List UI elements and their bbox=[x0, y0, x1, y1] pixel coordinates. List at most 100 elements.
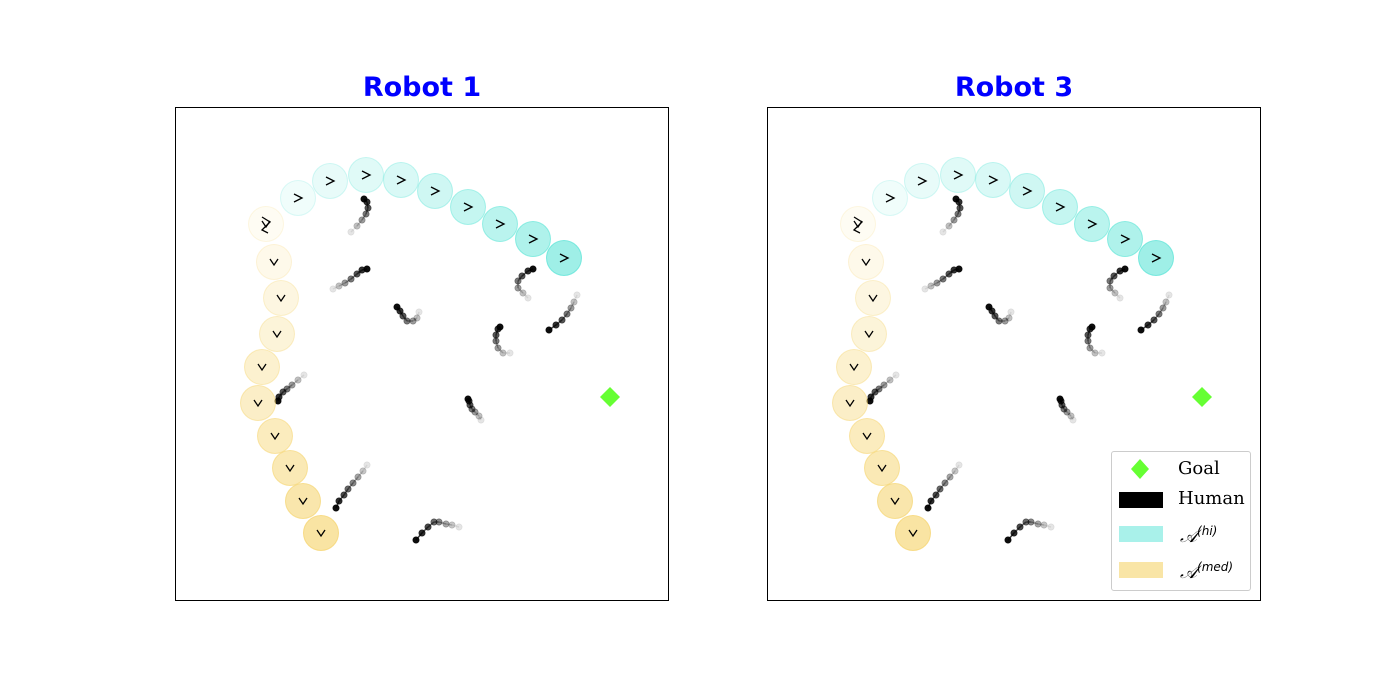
robot-position-a-hi bbox=[1107, 221, 1143, 257]
human-trajectory bbox=[274, 371, 308, 405]
panel-title-robot-3: Robot 3 bbox=[954, 72, 1074, 103]
human-path-segment bbox=[883, 379, 891, 386]
robot-heading-icon bbox=[559, 253, 570, 263]
human-position-marker bbox=[332, 504, 340, 512]
human-position-marker bbox=[1110, 272, 1118, 280]
human-position-marker bbox=[335, 282, 343, 290]
human-position-marker bbox=[359, 467, 367, 475]
robot-position-a-med bbox=[895, 515, 931, 551]
robot-position-a-med bbox=[849, 418, 885, 454]
human-position-marker bbox=[409, 317, 417, 325]
robot-heading-icon bbox=[877, 464, 887, 473]
robot-heading-icon bbox=[260, 216, 272, 234]
robot-position-a-hi bbox=[904, 163, 940, 199]
robot-heading-icon bbox=[845, 399, 855, 408]
human-path-segment bbox=[356, 219, 363, 227]
human-position-marker bbox=[871, 388, 879, 396]
human-position-marker bbox=[1034, 520, 1042, 528]
human-path-segment bbox=[362, 464, 368, 472]
robot-position-a-med bbox=[836, 349, 872, 385]
human-position-marker bbox=[927, 282, 935, 290]
human-path-segment bbox=[944, 476, 951, 484]
human-path-segment bbox=[350, 225, 358, 233]
human-position-marker bbox=[932, 491, 940, 499]
human-trajectory-icon bbox=[1119, 492, 1163, 508]
human-position-marker bbox=[1098, 349, 1106, 357]
human-position-marker bbox=[340, 491, 348, 499]
panel-robot-3 bbox=[767, 107, 1261, 601]
human-position-marker bbox=[1040, 521, 1048, 529]
robot-heading-icon bbox=[862, 432, 872, 441]
robot-position-a-med bbox=[840, 206, 876, 242]
robot-heading-icon bbox=[272, 330, 282, 339]
robot-heading-icon bbox=[852, 216, 864, 234]
human-position-marker bbox=[955, 461, 963, 469]
robot-heading-icon bbox=[270, 432, 280, 441]
robot-heading-icon bbox=[1022, 186, 1033, 196]
human-position-marker bbox=[364, 204, 372, 212]
robot-position-a-med bbox=[248, 206, 284, 242]
human-position-marker bbox=[524, 294, 532, 302]
human-position-marker bbox=[921, 285, 929, 293]
human-path-segment bbox=[438, 521, 447, 525]
robot-position-a-med bbox=[256, 244, 292, 280]
human-path-segment bbox=[1070, 415, 1074, 421]
human-position-marker bbox=[1007, 308, 1015, 316]
human-position-marker bbox=[492, 331, 500, 339]
human-position-marker bbox=[353, 270, 361, 278]
human-position-marker bbox=[349, 479, 357, 487]
human-path-segment bbox=[1043, 524, 1052, 528]
human-position-marker bbox=[558, 316, 566, 324]
human-path-segment bbox=[1030, 521, 1039, 525]
robot-heading-icon bbox=[430, 186, 441, 196]
human-trajectory bbox=[1084, 323, 1106, 357]
robot-position-a-hi bbox=[280, 180, 316, 216]
goal-diamond-icon bbox=[1192, 387, 1212, 407]
legend-item-goal: Goal bbox=[1112, 454, 1250, 484]
human-position-marker bbox=[552, 321, 560, 329]
human-trajectory bbox=[866, 371, 900, 405]
robot-position-a-hi bbox=[1074, 206, 1110, 242]
human-position-marker bbox=[448, 521, 456, 529]
human-position-marker bbox=[279, 388, 287, 396]
robot-position-a-med bbox=[257, 418, 293, 454]
robot-heading-icon bbox=[864, 330, 874, 339]
human-position-marker bbox=[358, 216, 366, 224]
human-position-marker bbox=[442, 520, 450, 528]
robot-heading-icon bbox=[861, 258, 871, 267]
human-position-marker bbox=[477, 416, 485, 424]
human-trajectory bbox=[924, 461, 963, 512]
human-position-marker bbox=[363, 265, 371, 273]
human-path-segment bbox=[1037, 523, 1045, 526]
robot-heading-icon bbox=[316, 529, 326, 538]
human-position-marker bbox=[939, 275, 947, 283]
human-position-marker bbox=[1067, 412, 1075, 420]
robot-position-a-hi bbox=[348, 157, 384, 193]
legend-item-a-med: 𝒜(med) bbox=[1112, 554, 1250, 584]
robot-heading-icon bbox=[257, 363, 267, 372]
robot-heading-icon bbox=[849, 363, 859, 372]
human-position-marker bbox=[393, 303, 401, 311]
human-position-marker bbox=[494, 344, 502, 352]
human-path-segment bbox=[497, 347, 504, 354]
robot-position-a-hi bbox=[1042, 189, 1078, 225]
robot-position-a-med bbox=[832, 385, 868, 421]
human-position-marker bbox=[335, 497, 343, 505]
robot-heading-icon bbox=[1055, 202, 1066, 212]
human-position-marker bbox=[1088, 323, 1096, 331]
human-trajectory bbox=[514, 265, 537, 302]
human-position-marker bbox=[1159, 304, 1167, 312]
human-position-marker bbox=[946, 473, 954, 481]
human-path-segment bbox=[451, 524, 460, 528]
robot-position-a-med bbox=[851, 316, 887, 352]
human-position-marker bbox=[360, 195, 368, 203]
human-position-marker bbox=[329, 285, 337, 293]
human-position-marker bbox=[514, 284, 522, 292]
human-position-marker bbox=[936, 485, 944, 493]
human-path-segment bbox=[445, 523, 453, 526]
human-trajectory bbox=[985, 303, 1015, 325]
human-position-marker bbox=[430, 518, 438, 526]
human-position-marker bbox=[415, 308, 423, 316]
human-position-marker bbox=[1084, 337, 1092, 345]
